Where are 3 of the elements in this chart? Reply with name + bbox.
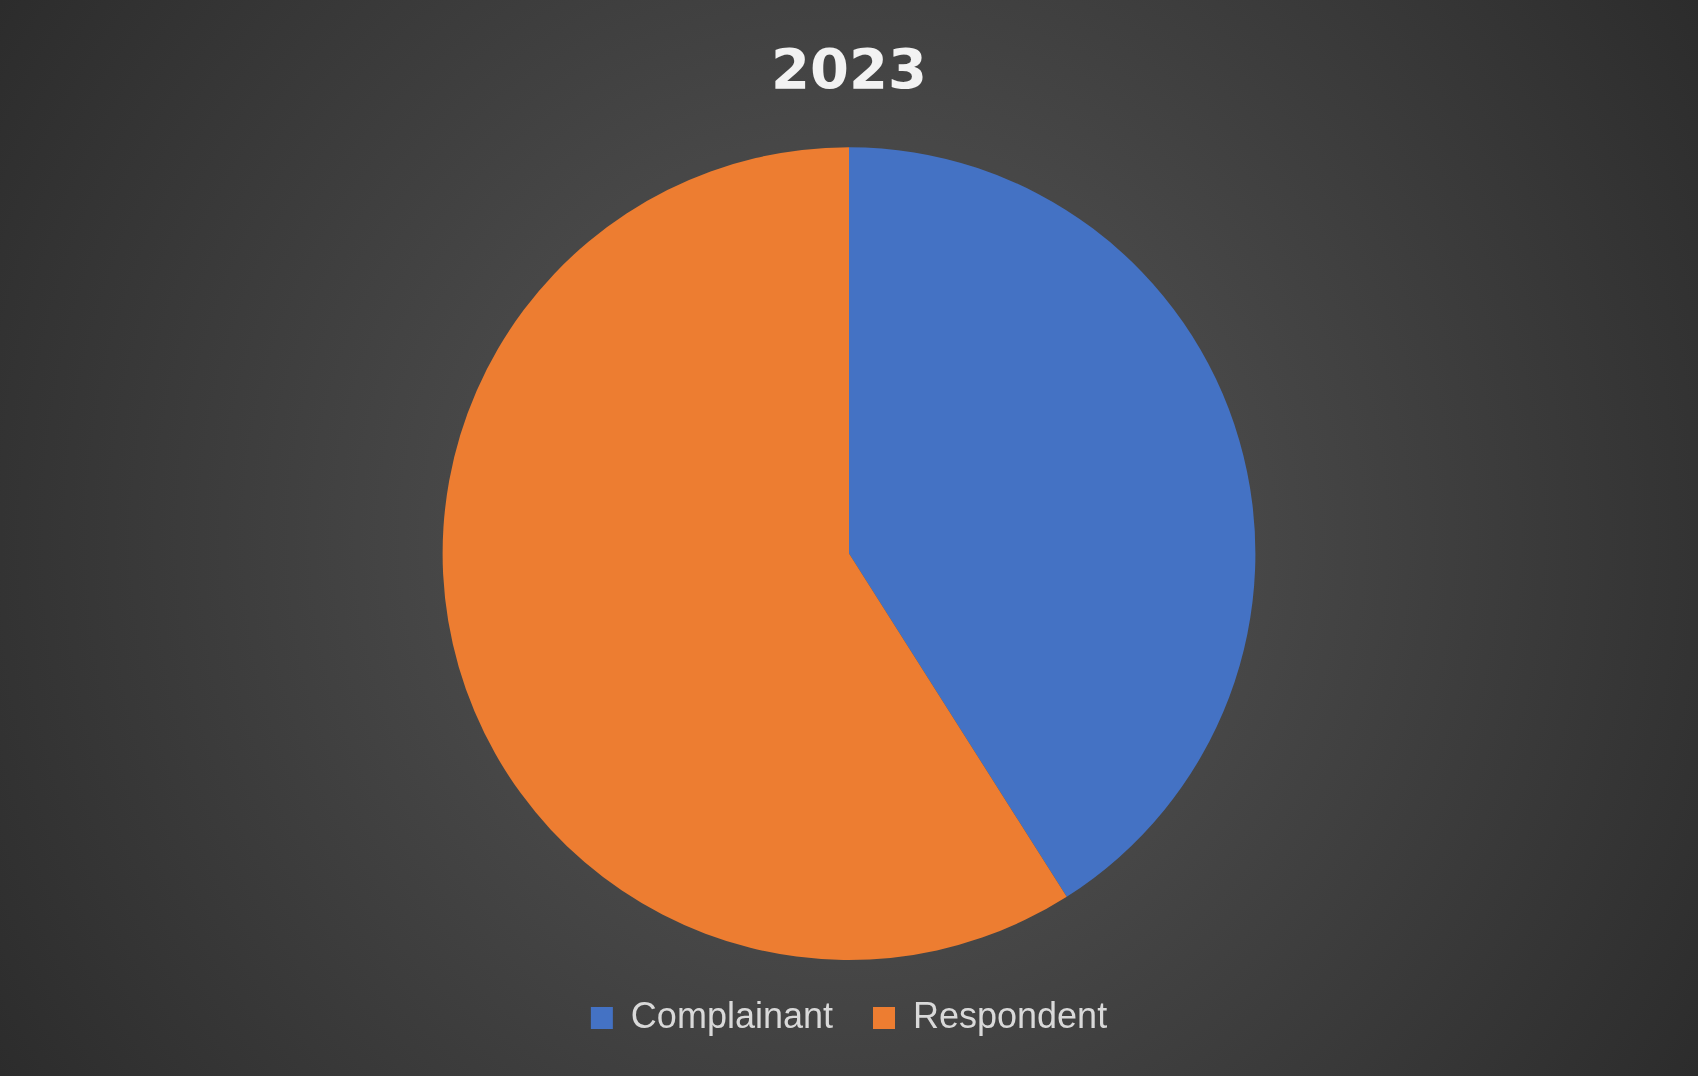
legend-label: Complainant (630, 994, 833, 1036)
chart-title: 2023 (771, 36, 927, 102)
legend-label: Respondent (912, 994, 1108, 1036)
